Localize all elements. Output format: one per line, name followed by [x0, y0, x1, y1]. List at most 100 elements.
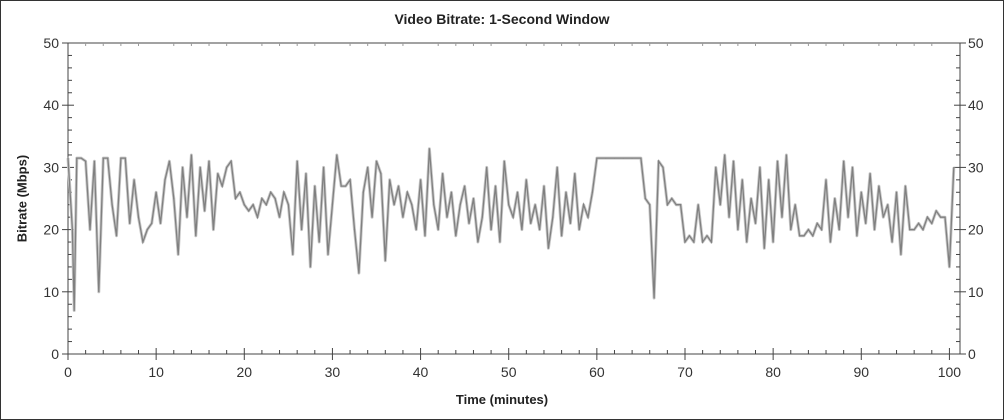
data-point — [102, 157, 104, 159]
data-point — [234, 197, 237, 200]
y-tick-label: 0 — [51, 346, 59, 362]
data-point — [256, 216, 259, 218]
data-point — [239, 191, 241, 193]
data-point — [345, 185, 347, 187]
data-point — [631, 157, 633, 159]
data-point — [843, 160, 845, 162]
x-tick-label: 100 — [938, 364, 962, 380]
data-point — [309, 266, 311, 268]
data-point — [129, 222, 131, 224]
data-point — [940, 216, 942, 218]
data-point — [688, 235, 691, 237]
data-point — [490, 229, 492, 231]
data-point — [111, 204, 113, 206]
data-point — [754, 222, 757, 224]
y-tick-label: 20 — [43, 222, 59, 238]
data-point — [107, 157, 109, 159]
data-point — [565, 191, 567, 193]
data-point — [270, 191, 272, 193]
data-point — [67, 157, 69, 159]
data-point — [697, 204, 699, 206]
data-point — [195, 235, 197, 237]
y-tick-label-right: 10 — [968, 284, 984, 300]
data-point — [671, 197, 673, 200]
data-point — [437, 229, 439, 231]
data-point — [798, 235, 801, 237]
data-point — [873, 229, 876, 231]
data-point — [283, 191, 285, 193]
data-point — [155, 191, 157, 193]
data-point — [657, 160, 660, 162]
data-point — [860, 191, 862, 193]
data-point — [821, 229, 823, 231]
data-point — [556, 166, 558, 168]
data-point — [653, 297, 655, 299]
data-point — [508, 204, 510, 206]
x-tick-label: 40 — [413, 364, 429, 380]
y-tick-label: 50 — [43, 35, 59, 51]
data-point — [702, 241, 704, 243]
data-point — [433, 204, 435, 206]
data-point — [424, 235, 426, 237]
data-point — [464, 185, 466, 187]
data-point — [278, 216, 281, 218]
data-point — [89, 229, 91, 231]
y-tick-label: 10 — [43, 284, 59, 300]
data-point — [719, 204, 721, 206]
data-point — [98, 291, 100, 293]
data-point — [693, 241, 695, 243]
data-point — [177, 253, 179, 256]
data-point — [530, 222, 532, 224]
data-point — [164, 179, 166, 181]
data-point — [882, 216, 884, 218]
data-point — [750, 197, 752, 200]
data-point — [917, 222, 920, 224]
data-point — [534, 204, 536, 206]
data-point — [741, 179, 743, 181]
data-point — [472, 197, 475, 200]
data-point — [935, 210, 937, 212]
data-point — [944, 216, 946, 218]
x-tick-label: 20 — [236, 364, 252, 380]
data-point — [389, 179, 391, 181]
data-point — [521, 229, 523, 231]
data-point — [613, 157, 616, 159]
data-point — [371, 216, 373, 218]
data-point — [115, 235, 118, 237]
data-point — [93, 160, 96, 162]
data-point — [85, 160, 87, 162]
data-point — [190, 154, 192, 156]
data-point — [865, 222, 867, 224]
data-point — [512, 216, 514, 218]
data-point — [926, 216, 928, 218]
data-point — [891, 241, 893, 243]
data-point — [816, 222, 818, 224]
data-point — [838, 229, 840, 231]
data-point — [124, 157, 126, 159]
x-tick-label: 70 — [677, 364, 693, 380]
data-point — [446, 216, 448, 218]
y-tick-label-right: 20 — [968, 222, 984, 238]
data-point — [477, 241, 479, 243]
data-point — [578, 229, 580, 231]
data-point — [922, 229, 924, 231]
data-point — [666, 204, 668, 206]
data-point — [649, 204, 651, 206]
data-point — [173, 197, 175, 200]
data-point — [640, 157, 642, 159]
data-point — [181, 166, 184, 168]
data-point — [538, 229, 541, 231]
data-point — [737, 229, 739, 231]
data-point — [168, 160, 170, 162]
data-point — [80, 157, 82, 159]
data-point — [208, 160, 210, 162]
data-point — [142, 241, 144, 243]
data-point — [468, 222, 470, 224]
x-tick-label: 0 — [64, 364, 72, 380]
y-tick-label-right: 40 — [968, 97, 984, 113]
data-point — [252, 204, 254, 206]
data-point — [419, 179, 422, 181]
data-point — [331, 204, 334, 206]
x-axis-label: Time (minutes) — [455, 392, 549, 407]
data-point — [900, 253, 902, 256]
